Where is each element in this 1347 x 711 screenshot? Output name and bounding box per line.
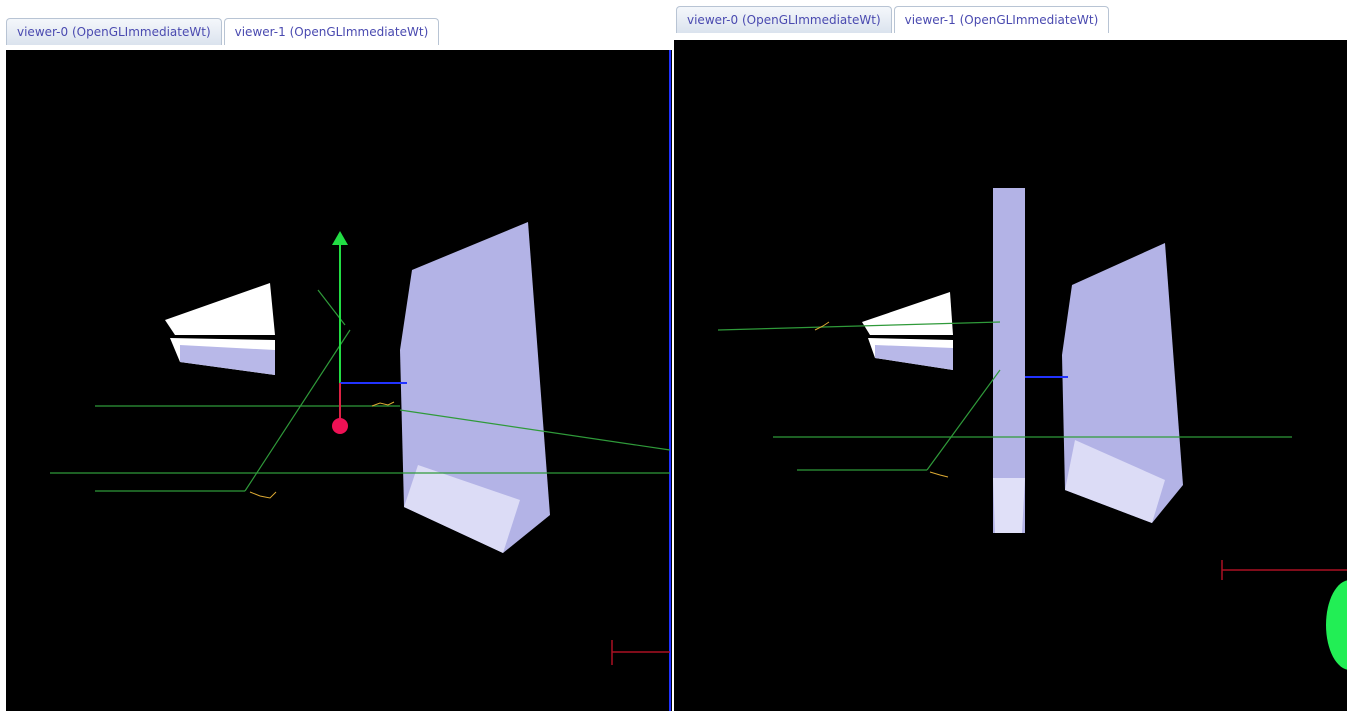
viewport bbox=[674, 40, 1347, 711]
tab[interactable]: viewer-0 (OpenGLImmediateWt) bbox=[676, 6, 892, 33]
tab[interactable]: viewer-0 (OpenGLImmediateWt) bbox=[6, 18, 222, 45]
viewer-panel: viewer-0 (OpenGLImmediateWt) viewer-1 (O… bbox=[674, 0, 1347, 711]
viewport bbox=[6, 50, 672, 711]
tab[interactable]: viewer-1 (OpenGLImmediateWt) bbox=[223, 18, 440, 45]
tab-bar: viewer-0 (OpenGLImmediateWt) viewer-1 (O… bbox=[6, 18, 440, 45]
tab[interactable]: viewer-1 (OpenGLImmediateWt) bbox=[893, 6, 1110, 33]
tab-bar: viewer-0 (OpenGLImmediateWt) viewer-1 (O… bbox=[676, 6, 1110, 33]
viewer-panel: viewer-0 (OpenGLImmediateWt) viewer-1 (O… bbox=[0, 0, 672, 711]
